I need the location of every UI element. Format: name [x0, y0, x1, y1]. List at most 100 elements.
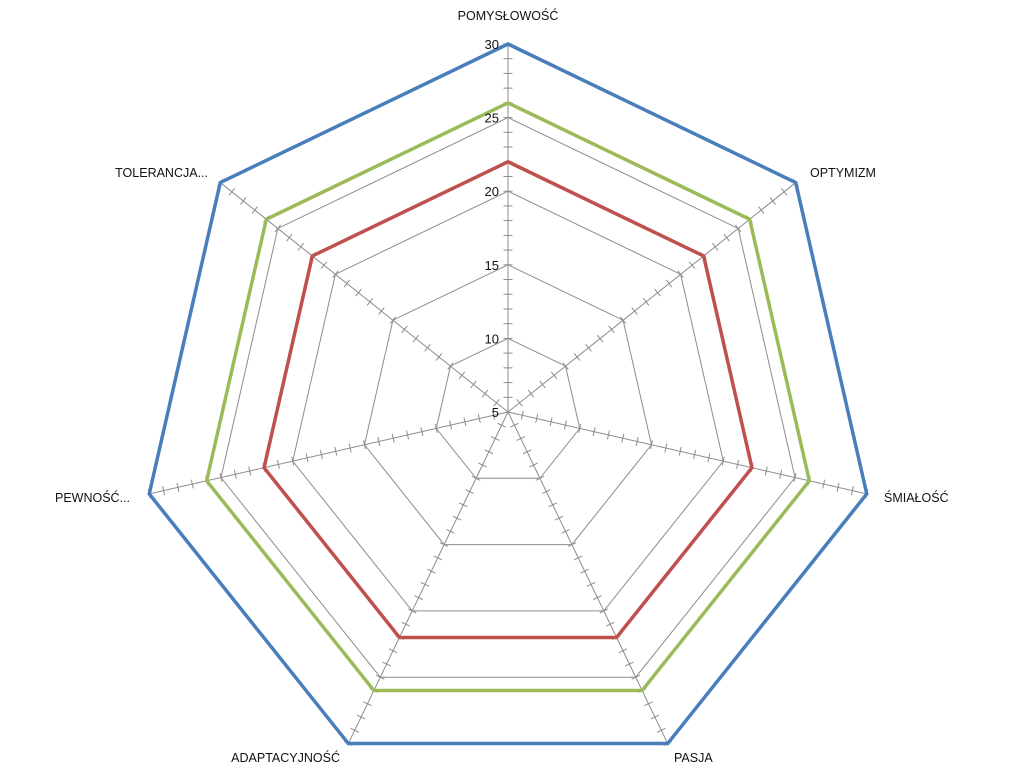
category-labels: POMYSŁOWOŚĆ OPTYMIZM ŚMIAŁOŚĆ PASJA ADAPTACY…: [55, 8, 949, 765]
axis-tick-mark: [162, 486, 166, 496]
axis-tick-mark: [736, 459, 740, 469]
grid-ring-4: [220, 117, 796, 678]
axis-tick-mark: [471, 475, 481, 481]
axis-tick-mark: [542, 489, 551, 494]
axis-tick-mark: [320, 261, 328, 269]
axis-tick-mark: [757, 206, 765, 214]
axis-tick-mark: [446, 528, 455, 534]
axis-tick-mark: [375, 674, 385, 680]
axis-tick-mark: [850, 486, 854, 496]
axis-tick-mark: [596, 334, 604, 343]
axis-tick-mark: [435, 353, 443, 361]
axis-tick-mark: [599, 608, 609, 614]
axis-tick-mark: [401, 621, 411, 627]
axis-tick-mark: [550, 371, 558, 380]
axis-tick-mark: [478, 462, 487, 468]
axis-spoke-4: [347, 411, 509, 744]
axis-tick-mark: [657, 727, 666, 733]
axis-tick-mark: [516, 436, 526, 441]
axis-tick-mark: [334, 446, 338, 456]
axis-tick-mark: [516, 398, 523, 407]
axis-tick-mark: [248, 466, 252, 476]
axis-tick-mark: [586, 582, 596, 587]
axis-tick-mark: [240, 197, 247, 205]
axis-tick-mark: [378, 307, 385, 315]
axis-tick-mark: [433, 555, 443, 561]
axis-tick-mark: [233, 469, 237, 479]
axis-tick-mark: [412, 334, 420, 343]
axis-tick-mark: [350, 727, 359, 733]
axis-tick-mark: [650, 714, 660, 720]
axis-spoke-1: [507, 182, 797, 413]
series-1-line: [204, 100, 812, 693]
axis-tick-mark: [578, 423, 582, 433]
axis-tick-mark: [291, 456, 295, 466]
axis-tick-mark: [355, 288, 362, 297]
axis-tick-mark: [619, 316, 627, 325]
axis-tick-mark: [484, 449, 494, 455]
axis-tick-mark: [492, 410, 496, 420]
axis-tick-mark: [592, 427, 596, 437]
axis-tick-mark: [625, 661, 634, 667]
axis-tick-mark: [779, 469, 783, 479]
category-label: PEWNOŚĆ...: [55, 490, 130, 505]
axis-tick-mark: [793, 473, 797, 483]
axis-tick-mark: [391, 433, 395, 443]
axis-tick-mark: [490, 436, 500, 441]
axis-spoke-3: [507, 411, 669, 744]
axis-tick-mark: [654, 288, 661, 297]
axis-tick-mark: [401, 325, 408, 334]
axis-tick-mark: [769, 197, 776, 205]
axis-tick-mark: [332, 270, 339, 279]
grid-ring-1: [435, 337, 581, 479]
axis-tick-mark: [427, 568, 436, 574]
data-series: [147, 42, 869, 746]
axis-tick-mark: [678, 446, 682, 456]
axis-tick-mark: [286, 233, 293, 242]
axis-tick-mark: [449, 420, 453, 430]
axis-tick-mark: [548, 502, 557, 508]
axis-tick-mark: [520, 410, 524, 420]
axis-tick-mark: [635, 436, 639, 446]
axis-tick-mark: [382, 661, 391, 667]
axis-tick-mark: [644, 701, 653, 707]
axis-tick-mark: [618, 648, 628, 654]
axis-tick-mark: [297, 242, 305, 251]
axis-tick-mark: [580, 568, 589, 574]
axis-tick-mark: [585, 343, 592, 352]
axis-tick-mark: [305, 453, 309, 463]
axis-tick-mark: [274, 224, 282, 233]
tick-label: 30: [485, 37, 499, 52]
axis-tick-mark: [781, 187, 788, 196]
axis-tick-mark: [723, 233, 730, 242]
axis-tick-mark: [561, 528, 570, 534]
axis-tick-mark: [529, 462, 538, 468]
tick-label: 20: [485, 184, 499, 199]
axis-tick-mark: [470, 380, 477, 389]
axis-tick-mark: [562, 362, 569, 370]
axis-tick-mark: [407, 608, 417, 614]
axis-tick-mark: [665, 279, 673, 288]
axis-tick-mark: [836, 482, 840, 492]
category-label: POMYSŁOWOŚĆ: [458, 8, 559, 23]
grid-ring-2: [363, 264, 653, 546]
axis-tick-mark: [677, 270, 684, 279]
axis-tick-mark: [554, 515, 564, 521]
axis-tick-mark: [356, 714, 366, 720]
axis-tick-mark: [608, 325, 615, 334]
axis-tick-mark: [434, 423, 438, 433]
axis-tick-mark: [510, 422, 519, 428]
axis-tick-mark: [573, 555, 583, 561]
axis-tick-mark: [707, 453, 711, 463]
axis-tick-mark: [439, 542, 449, 548]
tick-labels: 5 10 15 20 25 30: [485, 37, 499, 420]
axis-tick-mark: [567, 542, 577, 548]
axis-tick-mark: [631, 674, 641, 680]
category-label: ŚMIAŁOŚĆ: [884, 490, 949, 505]
axis-tick-mark: [463, 417, 467, 427]
category-label: TOLERANCJA...: [115, 166, 208, 180]
axis-tick-mark: [452, 515, 462, 521]
axis-tick-mark: [366, 298, 374, 306]
axis-tick-mark: [621, 433, 625, 443]
axis-tick-mark: [497, 422, 506, 428]
